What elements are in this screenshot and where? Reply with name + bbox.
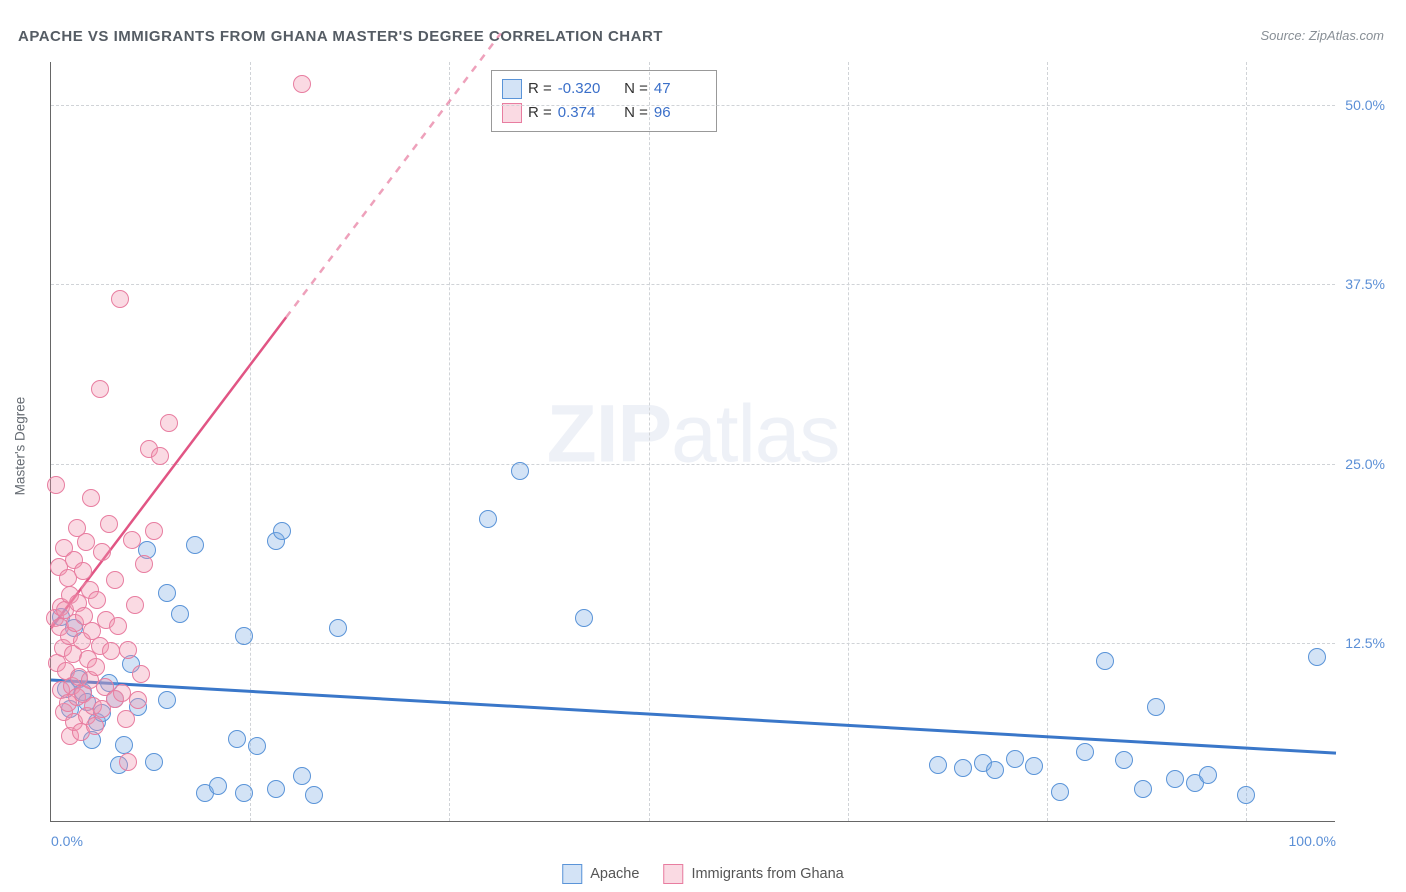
bottom-legend-label: Apache xyxy=(590,866,639,882)
scatter-point xyxy=(47,476,65,494)
scatter-point xyxy=(1096,652,1114,670)
watermark: ZIPatlas xyxy=(547,387,840,481)
scatter-point xyxy=(1199,766,1217,784)
gridline-h xyxy=(51,284,1335,285)
scatter-point xyxy=(1115,751,1133,769)
gridline-h xyxy=(51,105,1335,106)
scatter-point xyxy=(1051,783,1069,801)
ytick-label: 50.0% xyxy=(1337,97,1385,113)
scatter-point xyxy=(511,462,529,480)
scatter-point xyxy=(954,759,972,777)
scatter-point xyxy=(115,736,133,754)
scatter-point xyxy=(228,730,246,748)
scatter-point xyxy=(82,489,100,507)
legend-stats-box: R = -0.320 N = 47 R = 0.374 N = 96 xyxy=(491,70,717,132)
scatter-point xyxy=(151,447,169,465)
scatter-point xyxy=(235,627,253,645)
scatter-point xyxy=(209,777,227,795)
scatter-point xyxy=(1166,770,1184,788)
gridline-v xyxy=(649,62,650,821)
scatter-point xyxy=(479,510,497,528)
scatter-point xyxy=(186,536,204,554)
legend-swatch xyxy=(663,864,683,884)
scatter-point xyxy=(93,543,111,561)
scatter-point xyxy=(929,756,947,774)
scatter-point xyxy=(1134,780,1152,798)
scatter-point xyxy=(1076,743,1094,761)
legend-swatch xyxy=(502,79,522,99)
legend-stats-row: R = -0.320 N = 47 xyxy=(502,77,706,101)
scatter-point xyxy=(235,784,253,802)
correlation-chart: APACHE VS IMMIGRANTS FROM GHANA MASTER'S… xyxy=(0,0,1406,892)
stat-r-value: -0.320 xyxy=(558,77,610,101)
scatter-point xyxy=(145,753,163,771)
bottom-legend-item: Apache xyxy=(562,864,639,884)
scatter-point xyxy=(106,571,124,589)
ytick-label: 12.5% xyxy=(1337,635,1385,651)
stat-n-label: N = xyxy=(616,77,648,101)
scatter-point xyxy=(74,562,92,580)
scatter-point xyxy=(160,414,178,432)
scatter-point xyxy=(109,617,127,635)
scatter-point xyxy=(293,75,311,93)
scatter-point xyxy=(91,380,109,398)
scatter-point xyxy=(132,665,150,683)
xtick-label: 100.0% xyxy=(1289,833,1336,849)
yaxis-label: Master's Degree xyxy=(13,397,28,496)
scatter-point xyxy=(102,642,120,660)
scatter-point xyxy=(329,619,347,637)
stat-r-label: R = xyxy=(528,77,552,101)
scatter-point xyxy=(87,658,105,676)
scatter-point xyxy=(1006,750,1024,768)
chart-title: APACHE VS IMMIGRANTS FROM GHANA MASTER'S… xyxy=(18,28,663,45)
scatter-point xyxy=(575,609,593,627)
trendlines-svg xyxy=(51,62,1336,822)
scatter-point xyxy=(1308,648,1326,666)
bottom-legend: Apache Immigrants from Ghana xyxy=(562,864,844,884)
scatter-point xyxy=(1237,786,1255,804)
scatter-point xyxy=(158,584,176,602)
scatter-point xyxy=(1025,757,1043,775)
gridline-v xyxy=(250,62,251,821)
scatter-point xyxy=(113,684,131,702)
scatter-point xyxy=(100,515,118,533)
scatter-point xyxy=(171,605,189,623)
gridline-v xyxy=(1047,62,1048,821)
scatter-point xyxy=(158,691,176,709)
scatter-point xyxy=(986,761,1004,779)
scatter-point xyxy=(293,767,311,785)
scatter-point xyxy=(111,290,129,308)
plot-area: ZIPatlas R = -0.320 N = 47 R = 0.374 N =… xyxy=(50,62,1335,822)
gridline-v xyxy=(1246,62,1247,821)
scatter-point xyxy=(248,737,266,755)
scatter-point xyxy=(126,596,144,614)
scatter-point xyxy=(267,780,285,798)
scatter-point xyxy=(86,717,104,735)
scatter-point xyxy=(119,753,137,771)
scatter-point xyxy=(145,522,163,540)
bottom-legend-label: Immigrants from Ghana xyxy=(691,866,843,882)
gridline-v xyxy=(848,62,849,821)
scatter-point xyxy=(117,710,135,728)
ytick-label: 37.5% xyxy=(1337,276,1385,292)
scatter-point xyxy=(119,641,137,659)
xtick-label: 0.0% xyxy=(51,833,83,849)
scatter-point xyxy=(273,522,291,540)
legend-swatch xyxy=(562,864,582,884)
scatter-point xyxy=(1147,698,1165,716)
scatter-point xyxy=(88,591,106,609)
bottom-legend-item: Immigrants from Ghana xyxy=(663,864,843,884)
gridline-v xyxy=(449,62,450,821)
scatter-point xyxy=(305,786,323,804)
stat-n-value: 47 xyxy=(654,77,706,101)
source-label: Source: ZipAtlas.com xyxy=(1260,28,1384,43)
scatter-point xyxy=(129,691,147,709)
scatter-point xyxy=(77,533,95,551)
scatter-point xyxy=(123,531,141,549)
gridline-h xyxy=(51,464,1335,465)
ytick-label: 25.0% xyxy=(1337,456,1385,472)
scatter-point xyxy=(135,555,153,573)
